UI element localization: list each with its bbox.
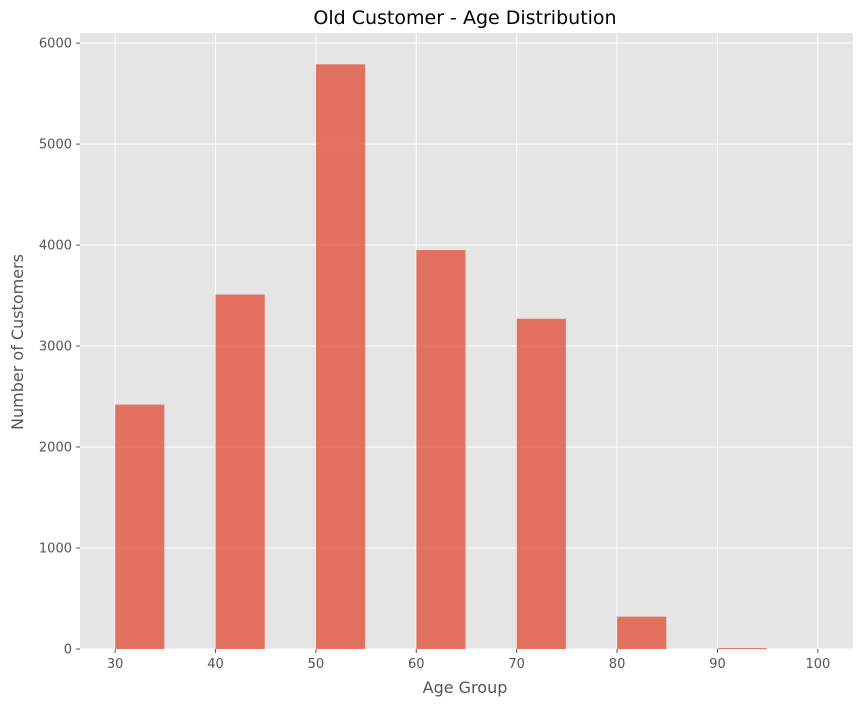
histogram-bar: [717, 647, 767, 649]
histogram-bar: [416, 250, 466, 650]
plot-background: [80, 33, 853, 649]
x-tick-label: 50: [308, 657, 325, 672]
x-tick-label: 100: [805, 657, 830, 672]
x-tick-label: 70: [508, 657, 525, 672]
x-tick-label: 60: [408, 657, 425, 672]
y-tick-label: 2000: [39, 441, 72, 456]
y-tick-label: 1000: [39, 542, 72, 557]
y-tick-label: 0: [64, 643, 72, 658]
x-axis-label: Age Group: [423, 678, 508, 697]
histogram-bar: [516, 318, 566, 649]
x-tick-label: 80: [609, 657, 626, 672]
y-axis-label: Number of Customers: [8, 254, 27, 430]
histogram-bar: [315, 64, 366, 649]
histogram-bar: [617, 616, 667, 649]
chart-title: Old Customer - Age Distribution: [313, 7, 616, 29]
x-tick-label: 30: [107, 657, 124, 672]
x-tick-label: 40: [207, 657, 224, 672]
y-tick-label: 5000: [39, 138, 72, 153]
plot-area: 30 40 50 60 70 80 90 10001000200030004000500060…: [39, 33, 853, 672]
histogram-bar: [115, 404, 165, 649]
y-tick-label: 3000: [39, 340, 72, 355]
x-tick-label: 90: [709, 657, 726, 672]
y-tick-label: 4000: [39, 239, 72, 254]
y-tick-label: 6000: [39, 37, 72, 52]
histogram-bar: [215, 294, 265, 649]
